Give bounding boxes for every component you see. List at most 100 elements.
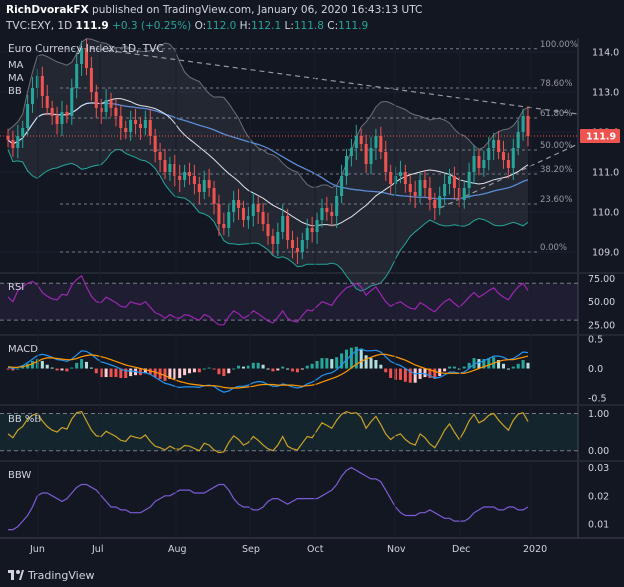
- candle: [11, 130, 15, 157]
- candle: [163, 148, 167, 180]
- candle-body: [374, 136, 378, 148]
- candle: [281, 204, 285, 240]
- macd-histogram-bar: [394, 368, 398, 380]
- macd-histogram-bar: [477, 359, 481, 369]
- last-price-tag: [580, 129, 620, 143]
- candle: [408, 174, 412, 203]
- macd-histogram-bar: [45, 364, 49, 369]
- author-name[interactable]: RichDvorakFX: [6, 4, 89, 16]
- candle-body: [124, 128, 128, 132]
- macd-histogram-bar: [55, 368, 59, 371]
- candle-body: [84, 48, 89, 68]
- macd-histogram-bar: [197, 368, 201, 373]
- candle: [129, 110, 133, 141]
- candle: [374, 128, 378, 160]
- candle: [197, 176, 201, 204]
- candle-body: [438, 196, 442, 208]
- candle-body: [354, 136, 358, 148]
- time-tick-label: 2020: [523, 544, 547, 555]
- candle-body: [408, 184, 412, 192]
- macd-histogram-bar: [237, 365, 241, 369]
- candle-body: [104, 100, 108, 112]
- candle: [158, 142, 162, 172]
- candle: [487, 136, 491, 171]
- time-tick-label: Oct: [307, 544, 324, 555]
- candle-body: [423, 180, 427, 188]
- candle-body: [320, 208, 324, 220]
- macd-histogram-bar: [94, 368, 98, 374]
- candle-body: [511, 148, 515, 168]
- candle: [16, 124, 20, 159]
- macd-histogram-bar: [207, 367, 211, 369]
- candle: [300, 232, 304, 260]
- candle-body: [153, 136, 157, 152]
- candle-body: [389, 172, 393, 184]
- macd-histogram-bar: [291, 368, 295, 372]
- candle: [457, 176, 461, 208]
- candle-body: [222, 224, 226, 228]
- candle: [89, 56, 93, 101]
- symbol-label[interactable]: TVC:EXY, 1D: [6, 20, 73, 32]
- macd-histogram-bar: [212, 368, 216, 370]
- candle-body: [217, 204, 221, 224]
- candle: [330, 204, 334, 227]
- candle: [364, 134, 368, 173]
- macd-histogram-bar: [99, 368, 103, 378]
- last-price: 111.9: [75, 20, 109, 32]
- footer: TradingView: [0, 565, 624, 587]
- candle-body: [369, 148, 373, 164]
- candle: [202, 170, 206, 200]
- macd-histogram-bar: [315, 360, 319, 369]
- candle: [21, 120, 25, 148]
- macd-histogram-bar: [232, 368, 236, 370]
- candle: [467, 162, 471, 199]
- macd-histogram-bar: [192, 368, 196, 373]
- candle: [80, 40, 84, 76]
- descending-trendline: [89, 47, 579, 115]
- macd-histogram-bar: [251, 362, 255, 369]
- macd-histogram-bar: [183, 368, 187, 376]
- candle-body: [344, 156, 349, 176]
- macd-histogram-bar: [408, 368, 412, 383]
- candle: [183, 164, 187, 188]
- candle: [241, 200, 245, 228]
- macd-histogram-bar: [271, 368, 275, 372]
- candle: [423, 170, 427, 197]
- candle-body: [428, 188, 432, 200]
- chart-area[interactable]: 109.0110.0111.0112.0113.0114.0100.00%78.…: [0, 38, 624, 565]
- candle: [398, 160, 402, 184]
- candle: [153, 128, 157, 163]
- price-change: +0.3 (+0.25%): [112, 20, 192, 32]
- tradingview-logo[interactable]: TradingView: [8, 569, 94, 582]
- candle: [433, 192, 437, 220]
- macd-histogram-bar: [349, 347, 353, 369]
- macd-histogram-bar: [163, 368, 167, 381]
- macd-histogram-bar: [443, 368, 447, 372]
- candle-body: [271, 236, 275, 244]
- price-tick-label: 109.0: [592, 248, 619, 259]
- bbw-line: [8, 466, 529, 531]
- ohlc-low-key: L:: [284, 20, 294, 32]
- candle: [246, 206, 250, 229]
- candle-body: [241, 208, 245, 220]
- candle: [295, 236, 299, 264]
- candle-body: [129, 120, 133, 132]
- candle-body: [447, 176, 452, 184]
- chart-title: Euro Currency Index, 1D, TVC: [8, 43, 164, 55]
- candle: [251, 192, 255, 227]
- candle: [428, 176, 432, 211]
- candle-body: [492, 140, 496, 148]
- macd-histogram-bar: [261, 364, 265, 369]
- candle-body: [300, 240, 304, 252]
- macd-histogram-bar: [506, 368, 510, 370]
- candle-body: [158, 152, 162, 160]
- candle: [369, 136, 373, 175]
- candle-body: [11, 140, 15, 148]
- candle: [472, 144, 476, 184]
- macd-histogram-bar: [60, 368, 64, 371]
- bbpct-pane-label: BB %B: [8, 414, 41, 425]
- candle: [418, 172, 422, 204]
- candle-body: [70, 88, 74, 116]
- rsi-tick-label: 25.00: [588, 320, 615, 331]
- candle-body: [89, 68, 93, 92]
